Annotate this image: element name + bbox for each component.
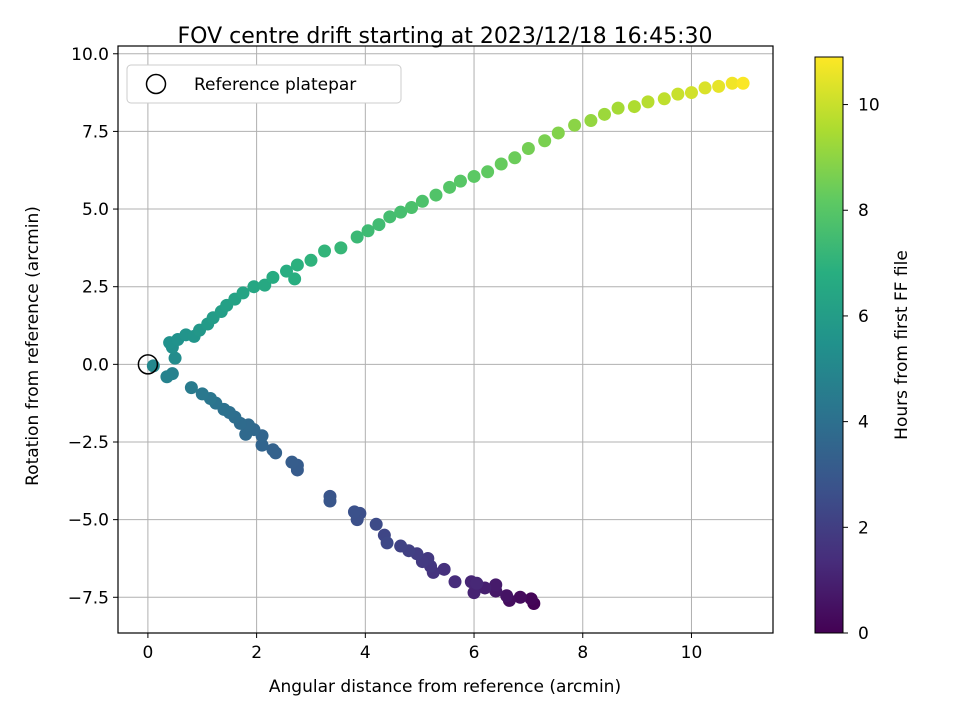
data-point: [524, 592, 538, 606]
data-point: [350, 230, 364, 244]
colorbar-ticks: 0 2 4 6 8 10: [843, 96, 880, 644]
data-point: [481, 165, 495, 179]
data-point: [280, 264, 294, 278]
data-point: [641, 95, 655, 109]
data-point: [380, 536, 394, 550]
data-point: [236, 286, 250, 300]
data-point: [266, 270, 280, 284]
data-point: [448, 575, 462, 589]
data-point: [405, 201, 419, 215]
data-point: [684, 86, 698, 100]
data-point: [437, 562, 451, 576]
x-axis-label: Angular distance from reference (arcmin): [269, 677, 621, 697]
colorbar-tick-label: 10: [858, 96, 880, 116]
data-point: [247, 280, 261, 294]
data-point: [725, 76, 739, 90]
colorbar: 0 2 4 6 8 10 Hours from first FF file: [814, 56, 912, 644]
plot-frame: [117, 45, 774, 634]
chart-title: FOV centre drift starting at 2023/12/18 …: [178, 24, 713, 49]
y-tick-label: 7.5: [82, 122, 109, 142]
colorbar-gradient: [814, 56, 844, 634]
data-point: [500, 589, 514, 603]
data-point: [394, 205, 408, 219]
colorbar-tick-label: 2: [858, 518, 869, 538]
data-point: [304, 253, 318, 267]
grid-lines: [118, 46, 773, 633]
y-tick-label: −2.5: [68, 433, 109, 453]
data-point: [508, 151, 522, 165]
data-point: [288, 272, 302, 286]
data-point: [334, 241, 348, 255]
data-point: [443, 180, 457, 194]
data-point: [415, 194, 429, 208]
x-tick-label: 6: [469, 643, 480, 663]
data-point: [255, 438, 269, 452]
data-point: [429, 188, 443, 202]
data-point: [383, 210, 397, 224]
data-point: [369, 517, 383, 531]
x-tick-label: 4: [360, 643, 371, 663]
data-point: [361, 224, 375, 238]
data-point: [627, 100, 641, 114]
x-tick-label: 10: [681, 643, 703, 663]
y-tick-label: 10.0: [71, 45, 109, 65]
y-axis-label: Rotation from reference (arcmin): [23, 206, 43, 486]
data-point: [467, 169, 481, 183]
data-point: [470, 576, 484, 590]
data-point: [290, 258, 304, 272]
colorbar-tick-label: 8: [858, 201, 869, 221]
reference-platepar-marker: [137, 354, 159, 375]
data-point: [195, 387, 209, 401]
legend-marker: [145, 73, 167, 95]
data-point: [698, 81, 712, 95]
x-tick-label: 8: [577, 643, 588, 663]
colorbar-tick-label: 6: [858, 307, 869, 327]
colorbar-label: Hours from first FF file: [892, 250, 912, 440]
data-point: [584, 114, 598, 128]
data-point: [266, 443, 280, 457]
data-point: [160, 370, 174, 384]
data-point: [712, 79, 726, 93]
data-point: [736, 76, 750, 90]
legend-label: Reference platepar: [194, 75, 356, 95]
x-tick-label: 2: [251, 643, 262, 663]
data-point: [323, 494, 337, 508]
data-point: [551, 126, 565, 140]
data-point: [258, 278, 272, 292]
y-tick-label: −5.0: [68, 511, 109, 531]
data-point: [347, 505, 361, 519]
legend: Reference platepar: [126, 64, 402, 104]
y-axis-ticks: −7.5 −5.0 −2.5 0.0 2.5 5.0 7.5 10.0: [68, 45, 118, 608]
data-point: [657, 92, 671, 106]
data-point: [453, 174, 467, 188]
data-point: [671, 87, 685, 101]
x-axis-ticks: 0 2 4 6 8 10: [142, 633, 702, 663]
y-tick-label: −7.5: [68, 588, 109, 608]
data-point: [489, 578, 503, 592]
colorbar-tick-label: 0: [858, 624, 869, 644]
colorbar-tick-label: 4: [858, 413, 869, 433]
data-point: [521, 141, 535, 155]
data-point: [568, 118, 582, 132]
y-tick-label: 5.0: [82, 200, 109, 220]
y-tick-label: 0.0: [82, 355, 109, 375]
data-point: [394, 539, 408, 553]
data-point: [597, 107, 611, 121]
data-point: [285, 455, 299, 469]
data-point: [494, 157, 508, 171]
legend-box: [126, 64, 402, 104]
data-point: [168, 351, 182, 365]
data-point: [318, 244, 332, 258]
data-point: [184, 381, 198, 395]
x-tick-label: 0: [142, 643, 153, 663]
data-points: [137, 76, 750, 610]
data-point: [513, 590, 527, 604]
data-point: [611, 101, 625, 115]
y-tick-label: 2.5: [82, 278, 109, 298]
data-point: [372, 218, 386, 232]
data-point: [538, 134, 552, 148]
